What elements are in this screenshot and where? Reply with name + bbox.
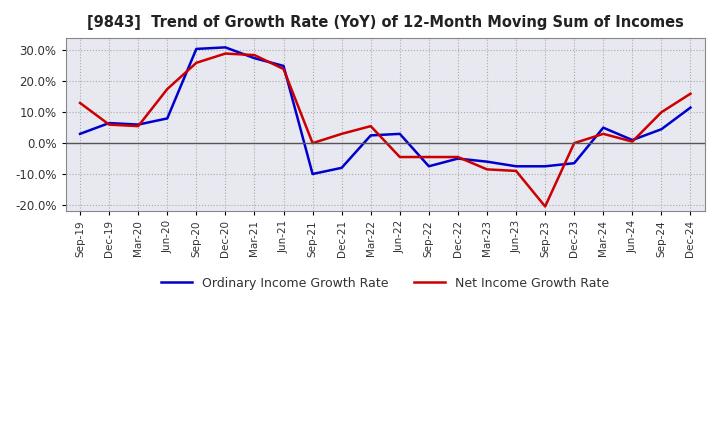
Net Income Growth Rate (570, 140, 578, 146)
Net Income Growth Rate (105, 122, 114, 127)
Ordinary Income Growth Rate (570, 161, 578, 166)
Ordinary Income Growth Rate (134, 122, 143, 127)
Net Income Growth Rate (425, 154, 433, 160)
Net Income Growth Rate (541, 204, 549, 209)
Ordinary Income Growth Rate (338, 165, 346, 170)
Net Income Growth Rate (599, 131, 608, 136)
Ordinary Income Growth Rate (425, 164, 433, 169)
Line: Net Income Growth Rate: Net Income Growth Rate (80, 54, 690, 206)
Net Income Growth Rate (686, 91, 695, 96)
Ordinary Income Growth Rate (482, 159, 491, 164)
Line: Ordinary Income Growth Rate: Ordinary Income Growth Rate (80, 48, 690, 174)
Net Income Growth Rate (134, 124, 143, 129)
Net Income Growth Rate (250, 52, 258, 58)
Ordinary Income Growth Rate (395, 131, 404, 136)
Net Income Growth Rate (657, 110, 666, 115)
Net Income Growth Rate (221, 51, 230, 56)
Net Income Growth Rate (395, 154, 404, 160)
Net Income Growth Rate (76, 100, 84, 106)
Net Income Growth Rate (192, 60, 201, 66)
Ordinary Income Growth Rate (657, 127, 666, 132)
Net Income Growth Rate (512, 168, 521, 173)
Ordinary Income Growth Rate (221, 45, 230, 50)
Net Income Growth Rate (308, 140, 317, 146)
Ordinary Income Growth Rate (366, 133, 375, 138)
Ordinary Income Growth Rate (454, 156, 462, 161)
Ordinary Income Growth Rate (250, 55, 258, 61)
Legend: Ordinary Income Growth Rate, Net Income Growth Rate: Ordinary Income Growth Rate, Net Income … (156, 272, 614, 295)
Ordinary Income Growth Rate (192, 46, 201, 51)
Ordinary Income Growth Rate (76, 131, 84, 136)
Net Income Growth Rate (628, 139, 636, 144)
Net Income Growth Rate (338, 131, 346, 136)
Ordinary Income Growth Rate (512, 164, 521, 169)
Ordinary Income Growth Rate (599, 125, 608, 130)
Ordinary Income Growth Rate (163, 116, 171, 121)
Ordinary Income Growth Rate (686, 105, 695, 110)
Ordinary Income Growth Rate (308, 171, 317, 176)
Ordinary Income Growth Rate (105, 121, 114, 126)
Net Income Growth Rate (366, 124, 375, 129)
Title: [9843]  Trend of Growth Rate (YoY) of 12-Month Moving Sum of Incomes: [9843] Trend of Growth Rate (YoY) of 12-… (87, 15, 684, 30)
Ordinary Income Growth Rate (628, 137, 636, 143)
Net Income Growth Rate (163, 86, 171, 92)
Ordinary Income Growth Rate (279, 63, 288, 69)
Net Income Growth Rate (279, 66, 288, 72)
Net Income Growth Rate (482, 167, 491, 172)
Net Income Growth Rate (454, 154, 462, 160)
Ordinary Income Growth Rate (541, 164, 549, 169)
